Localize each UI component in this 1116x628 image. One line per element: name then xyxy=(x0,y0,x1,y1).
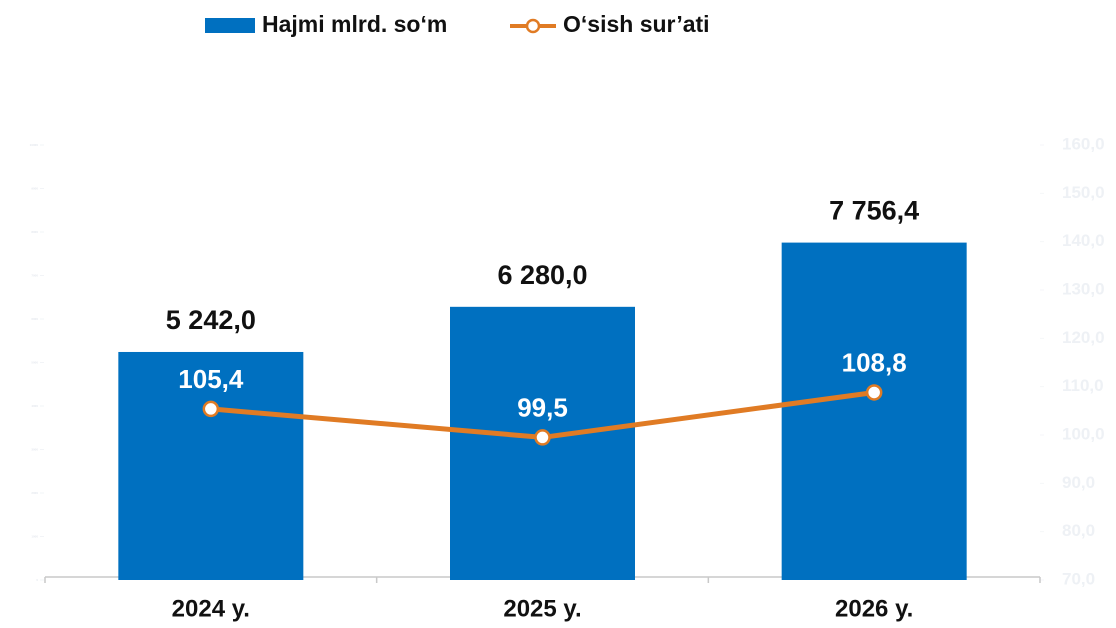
y-tick-label: 6000 xyxy=(31,317,38,321)
y2-tick-label: 90,0 xyxy=(1062,473,1095,492)
bar-value-label: 7 756,4 xyxy=(829,196,919,226)
y2-tick-label: 130,0 xyxy=(1062,279,1105,298)
line-value-label: 108,8 xyxy=(842,347,907,377)
y-tick-label: 1000 xyxy=(31,534,38,538)
line-point xyxy=(534,429,551,446)
y-tick-label: 10000 xyxy=(30,143,39,147)
y-tick-label: 0 xyxy=(36,578,38,582)
y2-tick-label: 100,0 xyxy=(1062,424,1105,443)
line-value-label: 99,5 xyxy=(517,392,568,422)
x-tick-label: 2026 y. xyxy=(835,595,913,622)
legend-label: O‘sish sur’ati xyxy=(563,11,710,37)
legend-swatch xyxy=(205,18,255,33)
line-point xyxy=(865,384,883,401)
y2-tick-label: 140,0 xyxy=(1062,231,1105,250)
line-value-label: 105,4 xyxy=(178,364,244,394)
legend-label: Hajmi mlrd. so‘m xyxy=(262,11,447,37)
line-point xyxy=(202,400,220,418)
y2-tick-label: 150,0 xyxy=(1062,183,1105,202)
y-tick-label: 9000 xyxy=(31,186,38,190)
y-tick-label: 4000 xyxy=(31,404,38,408)
bar xyxy=(118,351,304,580)
y-tick-label: 2000 xyxy=(31,491,38,495)
y2-tick-label: 80,0 xyxy=(1062,521,1095,540)
bar-value-label: 5 242,0 xyxy=(166,305,256,335)
y-tick-label: 5000 xyxy=(31,360,38,364)
y2-tick-label: 110,0 xyxy=(1062,376,1104,395)
bar xyxy=(781,242,967,580)
y2-tick-label: 160,0 xyxy=(1062,134,1105,153)
y-tick-label: 8000 xyxy=(31,230,38,234)
y-tick-label: 7000 xyxy=(31,273,38,277)
legend-swatch xyxy=(525,18,541,34)
y2-tick-label: 70,0 xyxy=(1062,569,1095,588)
y-tick-label: 3000 xyxy=(31,447,38,451)
y2-tick-label: 120,0 xyxy=(1062,328,1105,347)
bar-value-label: 6 280,0 xyxy=(497,260,587,290)
x-tick-label: 2024 y. xyxy=(172,595,250,622)
x-tick-label: 2025 y. xyxy=(503,595,581,622)
